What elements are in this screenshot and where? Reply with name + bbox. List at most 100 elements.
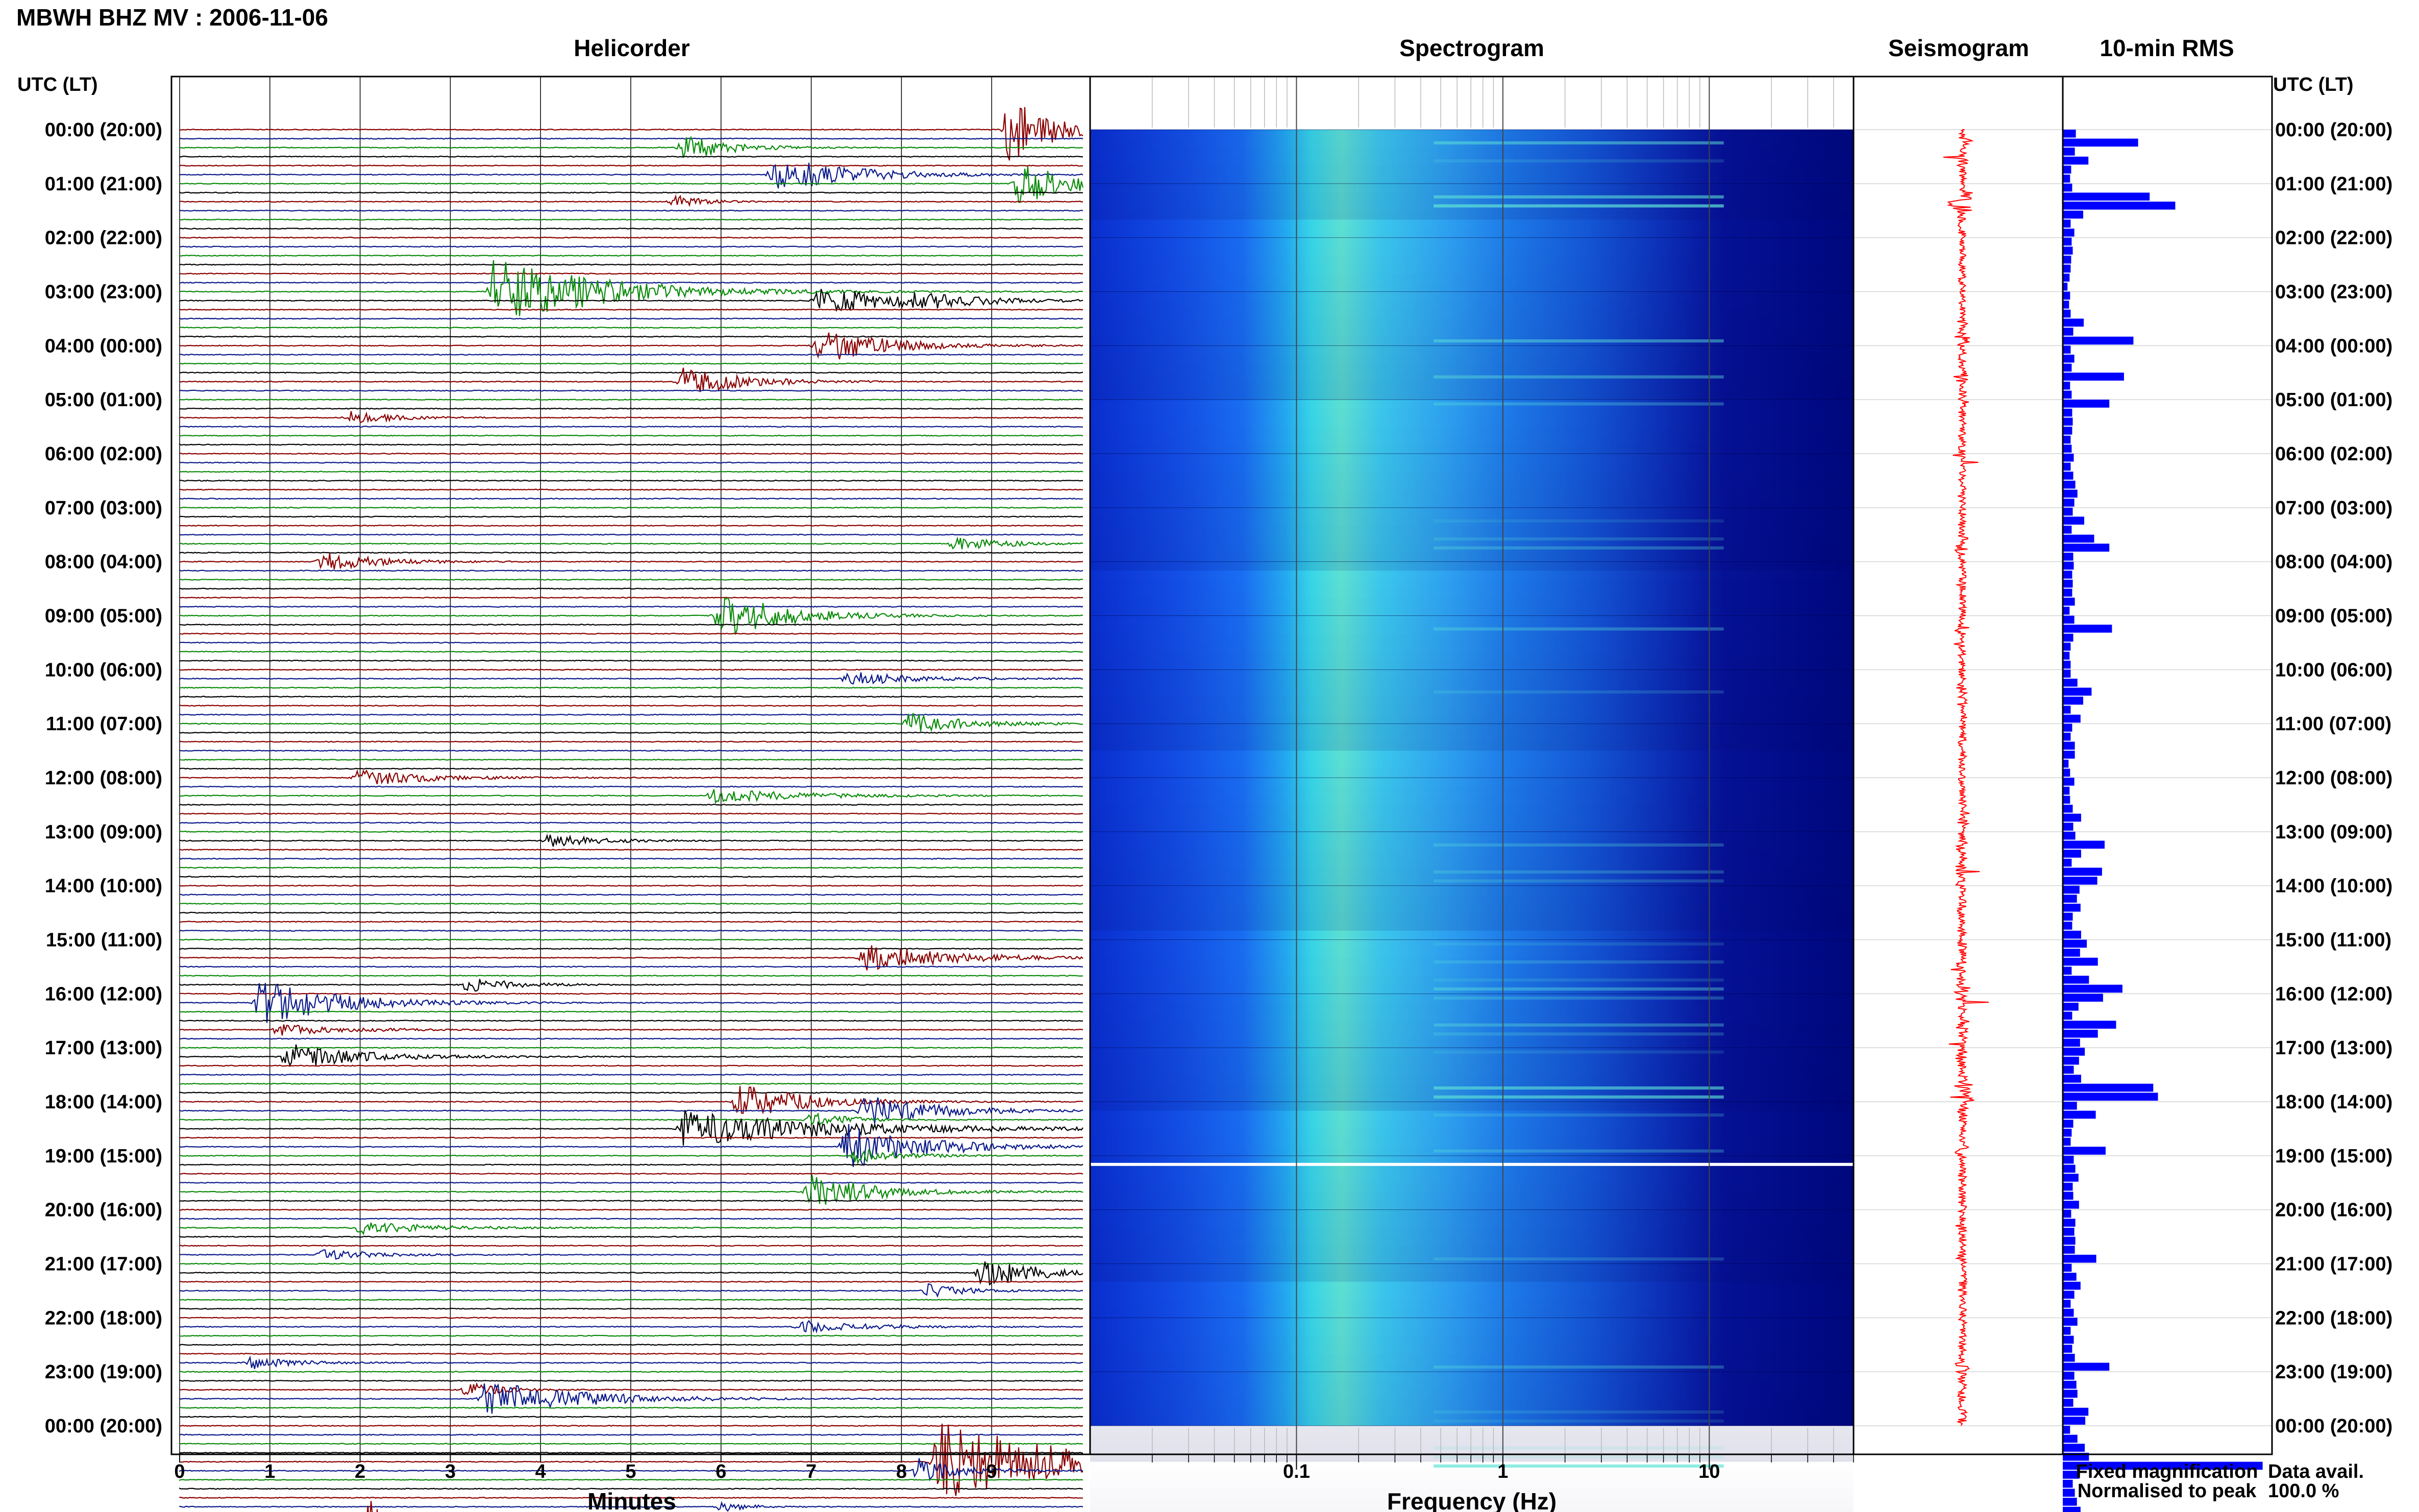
- rms-bar: [2063, 922, 2072, 930]
- rms-bar: [2063, 885, 2080, 894]
- spectrogram-row-shade: [1090, 580, 1854, 589]
- rms-title: 10-min RMS: [2100, 35, 2234, 61]
- spectrogram-event-band: [1434, 1032, 1724, 1036]
- helicorder-trace: [179, 686, 1083, 689]
- spectrogram-row-shade: [1090, 877, 1854, 886]
- spectrogram-row-shade: [1090, 724, 1854, 733]
- minute-tick-label: 3: [445, 1461, 456, 1482]
- time-tick-label-right: 17:00 (13:00): [2275, 1037, 2392, 1059]
- rms-bar: [2063, 1318, 2078, 1326]
- time-tick-label-left: 11:00 (07:00): [46, 713, 162, 735]
- rms-bar: [2063, 1219, 2076, 1227]
- helicorder-trace: [179, 713, 1083, 716]
- spectrogram-row-shade: [1090, 265, 1854, 274]
- rms-bar: [2063, 543, 2110, 552]
- helicorder-trace: [179, 1074, 1083, 1076]
- rms-bar: [2063, 229, 2075, 237]
- spectrogram-row-shade: [1090, 1291, 1854, 1300]
- rms-bar: [2063, 678, 2078, 687]
- rms-bar: [2063, 1399, 2074, 1407]
- rms-bar: [2063, 1426, 2070, 1434]
- helicorder-trace: [179, 263, 1083, 266]
- spectrogram-row-shade: [1090, 697, 1854, 706]
- spectrogram-event-band: [1434, 1446, 1724, 1450]
- rms-bar: [2063, 1254, 2096, 1263]
- data-avail-value: 100.0 %: [2268, 1480, 2339, 1502]
- spectrogram-row-shade: [1090, 1209, 1854, 1219]
- helicorder-trace: [179, 1371, 1083, 1373]
- helicorder-trace: [179, 1317, 1083, 1319]
- rms-bar: [2063, 1083, 2154, 1092]
- helicorder-trace: [179, 911, 1083, 914]
- time-tick-label-left: 15:00 (11:00): [46, 930, 162, 951]
- spectrogram-event-band: [1434, 537, 1724, 541]
- spectrogram-row-shade: [1090, 229, 1854, 238]
- helicorder-trace: [179, 453, 1083, 455]
- rms-bar: [2063, 1263, 2072, 1272]
- spectrogram-event-band: [1434, 1365, 1724, 1369]
- time-tick-label-right: 13:00 (09:00): [2275, 822, 2392, 843]
- helicorder-trace: [179, 1283, 1083, 1298]
- time-tick-label-right: 11:00 (07:00): [2275, 713, 2391, 735]
- rms-bar: [2063, 165, 2071, 174]
- spectrogram-row-shade: [1090, 642, 1854, 652]
- helicorder-trace: [179, 1501, 1083, 1512]
- time-tick-label-right: 12:00 (08:00): [2275, 767, 2392, 789]
- rms-bar: [2063, 1021, 2116, 1029]
- rms-bar: [2063, 615, 2075, 624]
- rms-bar: [2063, 480, 2076, 489]
- time-tick-label-right: 10:00 (06:00): [2275, 659, 2392, 681]
- time-tick-label-left: 05:00 (01:00): [45, 389, 162, 411]
- spectrogram-event-band: [1434, 1455, 1724, 1459]
- rms-bar: [2063, 895, 2077, 903]
- rms-bar: [2063, 328, 2074, 336]
- rms-bar: [2063, 1390, 2078, 1398]
- spectrogram-event-band: [1434, 870, 1724, 874]
- rms-bar: [2063, 714, 2081, 723]
- rms-bar: [2063, 363, 2072, 372]
- spectrogram-row-shade: [1090, 831, 1854, 841]
- spectrogram-row-shade: [1090, 534, 1854, 544]
- spectrogram-row-shade: [1090, 670, 1854, 679]
- spectrogram-row-shade: [1090, 175, 1854, 184]
- helicorder-trace: [179, 1280, 1083, 1283]
- helicorder-trace: [179, 461, 1083, 464]
- spectrogram-row-shade: [1090, 949, 1854, 958]
- helicorder-trace: [179, 1262, 1083, 1265]
- rms-bar: [2063, 246, 2073, 255]
- spectrogram-row-shade: [1090, 850, 1854, 859]
- spectrogram-row-shade: [1090, 282, 1854, 292]
- helicorder-trace: [179, 1112, 1083, 1126]
- helicorder-trace: [179, 750, 1083, 752]
- spectrogram-row-shade: [1090, 1353, 1854, 1363]
- spectrogram-row-shade: [1090, 1300, 1854, 1309]
- helicorder-trace: [179, 1352, 1083, 1355]
- helicorder-trace: [179, 135, 1083, 158]
- spectrogram-row-shade: [1090, 328, 1854, 337]
- frequency-axis-title: Frequency (Hz): [1387, 1488, 1557, 1512]
- rms-bar: [2063, 1335, 2074, 1344]
- spectrogram-row-shade: [1090, 714, 1854, 724]
- frequency-tick-label: 1: [1497, 1461, 1508, 1482]
- rms-bar: [2063, 579, 2073, 588]
- helicorder-trace: [179, 470, 1083, 473]
- rms-bar: [2063, 957, 2098, 966]
- helicorder-trace: [179, 1020, 1083, 1022]
- spectrogram-row-shade: [1090, 813, 1854, 823]
- helicorder-trace: [179, 849, 1083, 851]
- spectrogram-row-shade: [1090, 589, 1854, 598]
- spectrogram-row-shade: [1090, 1407, 1854, 1417]
- rms-bar: [2063, 1461, 2263, 1470]
- spectrogram-panel: [1089, 76, 1855, 1470]
- spectrogram-event-band: [1434, 1113, 1724, 1117]
- spectrogram-row-shade: [1090, 840, 1854, 850]
- helicorder-trace: [179, 1064, 1083, 1067]
- helicorder-trace: [179, 812, 1083, 815]
- helicorder-trace: [179, 443, 1083, 446]
- time-tick-label-right: 18:00 (14:00): [2275, 1092, 2392, 1113]
- time-tick-label-right: 00:00 (20:00): [2275, 119, 2392, 141]
- rms-bar: [2063, 1326, 2071, 1335]
- helicorder-trace: [179, 1037, 1083, 1040]
- spectrogram-event-band: [1434, 1257, 1724, 1261]
- spectrogram-row-shade: [1090, 1372, 1854, 1381]
